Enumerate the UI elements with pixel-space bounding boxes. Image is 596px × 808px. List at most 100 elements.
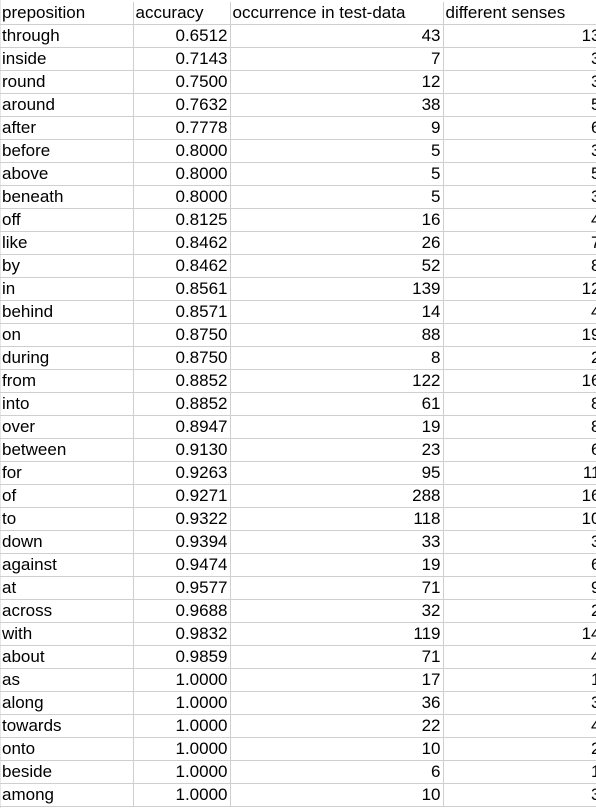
preposition-cell[interactable]: beneath [0, 185, 134, 209]
preposition-cell[interactable]: onto [0, 737, 134, 761]
occurrence-cell[interactable]: 5 [230, 162, 444, 186]
senses-cell[interactable]: 3 [443, 783, 596, 807]
senses-cell[interactable]: 1 [443, 760, 596, 784]
senses-cell[interactable]: 13 [443, 24, 596, 48]
preposition-cell[interactable]: above [0, 162, 134, 186]
senses-cell[interactable]: 3 [443, 70, 596, 94]
senses-cell[interactable]: 16 [443, 369, 596, 393]
accuracy-cell[interactable]: 0.9271 [133, 484, 231, 508]
preposition-cell[interactable]: before [0, 139, 134, 163]
accuracy-cell[interactable]: 0.9859 [133, 645, 231, 669]
accuracy-cell[interactable]: 0.9322 [133, 507, 231, 531]
occurrence-cell[interactable]: 6 [230, 760, 444, 784]
occurrence-cell[interactable]: 26 [230, 231, 444, 255]
preposition-cell[interactable]: as [0, 668, 134, 692]
occurrence-cell[interactable]: 36 [230, 691, 444, 715]
header-cell-occurrence[interactable]: occurrence in test-data [230, 2, 444, 25]
occurrence-cell[interactable]: 8 [230, 346, 444, 370]
senses-cell[interactable]: 8 [443, 415, 596, 439]
senses-cell[interactable]: 2 [443, 346, 596, 370]
occurrence-cell[interactable]: 19 [230, 553, 444, 577]
occurrence-cell[interactable]: 12 [230, 70, 444, 94]
senses-cell[interactable]: 6 [443, 116, 596, 140]
preposition-cell[interactable]: off [0, 208, 134, 232]
accuracy-cell[interactable]: 0.8750 [133, 346, 231, 370]
senses-cell[interactable]: 1 [443, 668, 596, 692]
preposition-cell[interactable]: across [0, 599, 134, 623]
occurrence-cell[interactable]: 33 [230, 530, 444, 554]
preposition-cell[interactable]: on [0, 323, 134, 347]
preposition-cell[interactable]: down [0, 530, 134, 554]
occurrence-cell[interactable]: 16 [230, 208, 444, 232]
senses-cell[interactable]: 12 [443, 277, 596, 301]
preposition-cell[interactable]: of [0, 484, 134, 508]
preposition-cell[interactable]: towards [0, 714, 134, 738]
preposition-cell[interactable]: about [0, 645, 134, 669]
occurrence-cell[interactable]: 88 [230, 323, 444, 347]
occurrence-cell[interactable]: 10 [230, 737, 444, 761]
header-cell-senses[interactable]: different senses [443, 2, 596, 25]
preposition-cell[interactable]: into [0, 392, 134, 416]
header-cell-preposition[interactable]: preposition [0, 2, 134, 25]
senses-cell[interactable]: 5 [443, 93, 596, 117]
occurrence-cell[interactable]: 119 [230, 622, 444, 646]
preposition-cell[interactable]: by [0, 254, 134, 278]
occurrence-cell[interactable]: 22 [230, 714, 444, 738]
preposition-cell[interactable]: to [0, 507, 134, 531]
accuracy-cell[interactable]: 0.8462 [133, 231, 231, 255]
accuracy-cell[interactable]: 1.0000 [133, 668, 231, 692]
accuracy-cell[interactable]: 0.7778 [133, 116, 231, 140]
preposition-cell[interactable]: behind [0, 300, 134, 324]
occurrence-cell[interactable]: 14 [230, 300, 444, 324]
senses-cell[interactable]: 19 [443, 323, 596, 347]
accuracy-cell[interactable]: 0.9577 [133, 576, 231, 600]
occurrence-cell[interactable]: 288 [230, 484, 444, 508]
occurrence-cell[interactable]: 5 [230, 139, 444, 163]
occurrence-cell[interactable]: 71 [230, 645, 444, 669]
accuracy-cell[interactable]: 0.6512 [133, 24, 231, 48]
senses-cell[interactable]: 4 [443, 645, 596, 669]
senses-cell[interactable]: 9 [443, 576, 596, 600]
occurrence-cell[interactable]: 9 [230, 116, 444, 140]
accuracy-cell[interactable]: 1.0000 [133, 691, 231, 715]
preposition-cell[interactable]: after [0, 116, 134, 140]
accuracy-cell[interactable]: 0.8000 [133, 185, 231, 209]
preposition-cell[interactable]: for [0, 461, 134, 485]
senses-cell[interactable]: 3 [443, 530, 596, 554]
accuracy-cell[interactable]: 0.8000 [133, 162, 231, 186]
occurrence-cell[interactable]: 71 [230, 576, 444, 600]
preposition-cell[interactable]: at [0, 576, 134, 600]
accuracy-cell[interactable]: 0.9394 [133, 530, 231, 554]
senses-cell[interactable]: 7 [443, 231, 596, 255]
preposition-cell[interactable]: along [0, 691, 134, 715]
senses-cell[interactable]: 8 [443, 254, 596, 278]
occurrence-cell[interactable]: 17 [230, 668, 444, 692]
preposition-cell[interactable]: among [0, 783, 134, 807]
senses-cell[interactable]: 16 [443, 484, 596, 508]
preposition-cell[interactable]: through [0, 24, 134, 48]
accuracy-cell[interactable]: 1.0000 [133, 714, 231, 738]
senses-cell[interactable]: 3 [443, 691, 596, 715]
preposition-cell[interactable]: around [0, 93, 134, 117]
occurrence-cell[interactable]: 139 [230, 277, 444, 301]
preposition-cell[interactable]: beside [0, 760, 134, 784]
occurrence-cell[interactable]: 23 [230, 438, 444, 462]
preposition-cell[interactable]: round [0, 70, 134, 94]
preposition-cell[interactable]: during [0, 346, 134, 370]
senses-cell[interactable]: 2 [443, 737, 596, 761]
accuracy-cell[interactable]: 0.8000 [133, 139, 231, 163]
preposition-cell[interactable]: in [0, 277, 134, 301]
accuracy-cell[interactable]: 0.8852 [133, 392, 231, 416]
preposition-cell[interactable]: between [0, 438, 134, 462]
occurrence-cell[interactable]: 43 [230, 24, 444, 48]
accuracy-cell[interactable]: 1.0000 [133, 737, 231, 761]
preposition-cell[interactable]: against [0, 553, 134, 577]
accuracy-cell[interactable]: 0.9832 [133, 622, 231, 646]
occurrence-cell[interactable]: 118 [230, 507, 444, 531]
accuracy-cell[interactable]: 0.8571 [133, 300, 231, 324]
occurrence-cell[interactable]: 52 [230, 254, 444, 278]
accuracy-cell[interactable]: 0.8852 [133, 369, 231, 393]
senses-cell[interactable]: 11 [443, 461, 596, 485]
preposition-cell[interactable]: from [0, 369, 134, 393]
preposition-cell[interactable]: inside [0, 47, 134, 71]
